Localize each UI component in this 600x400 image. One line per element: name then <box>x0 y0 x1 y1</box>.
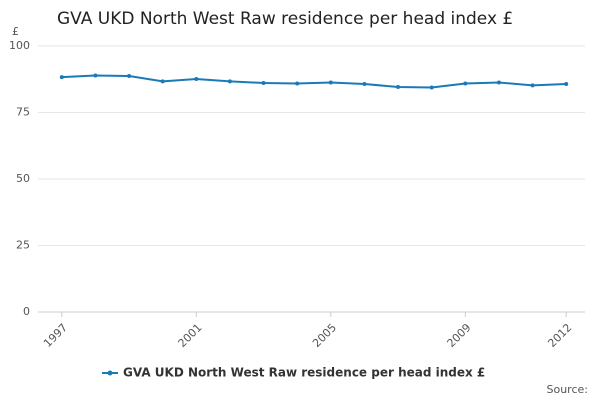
point <box>127 74 132 79</box>
line <box>61 74 567 89</box>
point <box>194 76 199 81</box>
point <box>93 73 98 78</box>
point <box>429 85 434 90</box>
point <box>396 84 401 89</box>
x-tick-label: 2001 <box>176 321 205 350</box>
point <box>227 79 232 84</box>
point <box>59 75 64 80</box>
y-tick-label: 75 <box>16 106 30 119</box>
point <box>463 81 468 86</box>
point <box>496 80 501 85</box>
x-tick-label: 2005 <box>310 321 339 350</box>
y-tick-label: 25 <box>16 239 30 252</box>
legend-label: GVA UKD North West Raw residence per hea… <box>123 366 485 380</box>
point <box>328 80 333 85</box>
point <box>362 82 367 87</box>
legend-swatch-point <box>107 370 113 376</box>
chart-title: GVA UKD North West Raw residence per hea… <box>57 9 513 29</box>
point <box>564 82 569 87</box>
y-tick-label: 100 <box>9 39 30 52</box>
source: Source: <box>547 383 589 396</box>
point <box>530 83 535 88</box>
x-tick-label: 2009 <box>445 321 474 350</box>
x-tick-label: 1997 <box>41 321 70 350</box>
y-tick-label: 50 <box>16 172 30 185</box>
y-unit: £ <box>12 25 19 38</box>
point <box>160 79 165 84</box>
point <box>295 81 300 86</box>
x-tick-label: 2012 <box>545 321 574 350</box>
point <box>261 80 266 85</box>
y-tick-label: 0 <box>23 305 30 318</box>
